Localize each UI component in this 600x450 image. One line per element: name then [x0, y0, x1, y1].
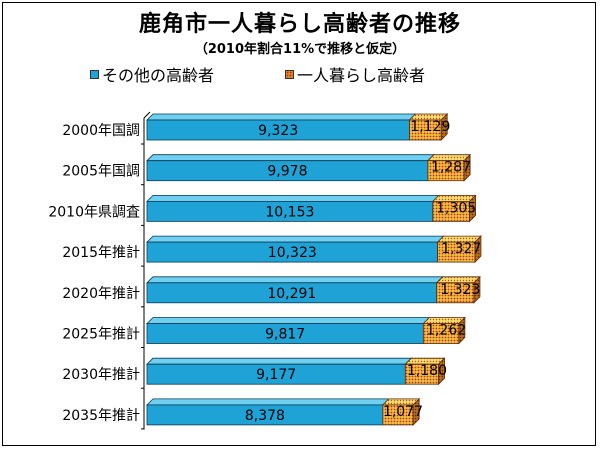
legend-swatch-other-elderly — [90, 69, 99, 79]
legend-label-living-alone: 一人暮らし高齢者 — [297, 66, 426, 85]
bar-top-other-elderly — [146, 154, 435, 162]
bar-top-other-elderly — [146, 317, 431, 324]
bar-top-other-elderly — [146, 276, 444, 284]
category-label: 2010年県調査 — [48, 204, 140, 220]
data-label-other-elderly: 10,291 — [267, 286, 316, 302]
data-label-living-alone: 1,077 — [383, 404, 423, 420]
data-label-other-elderly: 9,323 — [258, 123, 298, 139]
legend-swatch-living-alone — [285, 69, 294, 79]
bar-side-living-alone — [473, 275, 481, 304]
legend-item-other-elderly: その他の高齢者 — [90, 62, 214, 86]
bar-top-other-elderly — [146, 235, 445, 243]
legend: その他の高齢者 一人暮らし高齢者 — [90, 62, 590, 86]
bar-side-living-alone — [440, 113, 448, 141]
category-label: 2030年推計 — [62, 367, 140, 383]
category-label: 2015年推計 — [62, 245, 140, 261]
category-label: 2005年国調 — [62, 164, 140, 180]
data-label-other-elderly: 9,177 — [256, 367, 296, 383]
data-label-other-elderly: 10,153 — [265, 204, 314, 220]
legend-item-living-alone: 一人暮らし高齢者 — [285, 62, 425, 86]
category-label: 2025年推計 — [62, 327, 140, 343]
bar-side-living-alone — [474, 235, 482, 264]
chart-subtitle: （2010年割合11%で推移と仮定） — [194, 42, 406, 57]
data-label-other-elderly: 9,817 — [265, 327, 305, 343]
bar-top-other-elderly — [146, 357, 413, 365]
category-label: 2035年推計 — [62, 408, 140, 424]
category-label: 2020年推計 — [62, 286, 140, 302]
bar-top-other-elderly — [146, 398, 390, 406]
data-label-living-alone: 1,323 — [440, 282, 480, 298]
y-axis-depth-line — [143, 111, 151, 119]
data-label-living-alone: 1,287 — [431, 160, 471, 176]
data-label-living-alone: 1,305 — [436, 200, 476, 216]
bar-top-other-elderly — [146, 194, 440, 202]
bar-side-living-alone — [463, 153, 471, 182]
data-label-living-alone: 1,262 — [426, 323, 466, 339]
bar-side-living-alone — [412, 397, 420, 426]
data-label-living-alone: 1,180 — [407, 363, 447, 379]
category-label: 2000年国調 — [62, 123, 140, 139]
bar-side-living-alone — [438, 357, 445, 386]
bar-top-other-elderly — [146, 113, 417, 121]
data-label-living-alone: 1,129 — [410, 119, 450, 135]
data-label-living-alone: 1,327 — [441, 241, 481, 257]
data-label-other-elderly: 10,323 — [268, 245, 317, 261]
chart-title: 鹿角市一人暮らし高齢者の推移 — [138, 12, 461, 37]
bar-side-living-alone — [469, 194, 476, 223]
bar-side-living-alone — [458, 316, 466, 345]
data-label-other-elderly: 9,978 — [267, 164, 307, 180]
data-label-other-elderly: 8,378 — [245, 408, 285, 424]
legend-label-other-elderly: その他の高齢者 — [102, 66, 215, 85]
